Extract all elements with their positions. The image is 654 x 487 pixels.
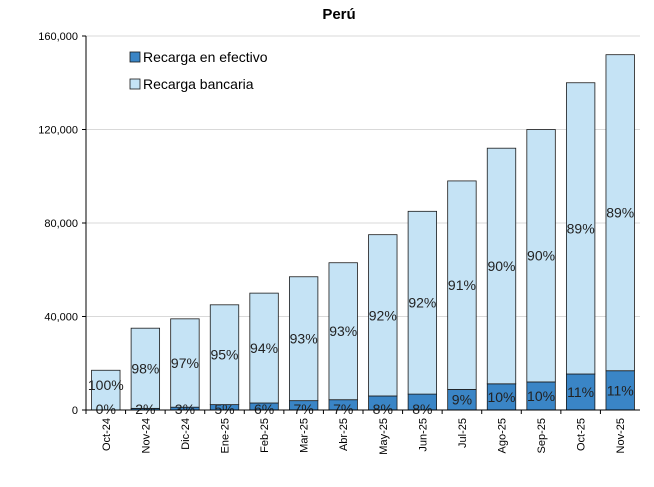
bar-segment-bancaria bbox=[130, 327, 161, 409]
data-label: 11% bbox=[607, 382, 634, 398]
bar-segment-bancaria bbox=[249, 292, 279, 404]
data-label: 7% bbox=[333, 401, 353, 417]
data-label: 100% bbox=[88, 377, 124, 393]
bar-segment-bancaria bbox=[526, 129, 556, 383]
x-tick-label: Ago-25 bbox=[497, 418, 509, 453]
x-tick-label: Dic-24 bbox=[180, 418, 192, 450]
data-label: 11% bbox=[567, 384, 594, 400]
data-label: 8% bbox=[412, 401, 432, 417]
x-tick-label: Feb-25 bbox=[259, 418, 271, 453]
data-label: 95% bbox=[210, 347, 238, 363]
bars-layer bbox=[91, 54, 635, 411]
bar-segment-bancaria bbox=[407, 210, 438, 395]
data-label: 94% bbox=[250, 340, 278, 356]
data-label: 89% bbox=[606, 205, 634, 221]
bar-segment-bancaria bbox=[368, 234, 398, 397]
x-tick-label: Nov-24 bbox=[140, 418, 152, 453]
data-label: 0% bbox=[96, 401, 116, 417]
data-label: 3% bbox=[175, 401, 195, 417]
bar-segment-bancaria bbox=[328, 262, 358, 401]
data-label: 10% bbox=[487, 389, 515, 405]
data-label: 10% bbox=[527, 388, 555, 404]
bar-segment-bancaria bbox=[605, 54, 635, 372]
bar-segment-bancaria bbox=[486, 147, 517, 385]
legend: Recarga en efectivo Recarga bancaria bbox=[129, 49, 268, 92]
x-tick-label: May-25 bbox=[378, 418, 390, 455]
data-label: 90% bbox=[487, 258, 515, 274]
y-tick-label: 80,000 bbox=[44, 218, 78, 230]
data-label: 2% bbox=[135, 401, 155, 417]
bar-segment-bancaria bbox=[288, 276, 319, 402]
legend-label: Recarga bancaria bbox=[143, 76, 254, 92]
y-tick-label: 120,000 bbox=[38, 125, 78, 137]
x-tick-label: Oct-25 bbox=[576, 418, 588, 451]
data-label: 8% bbox=[373, 401, 393, 417]
labels-layer: 0% 100% 2% 98% 3% 97% 5% 95% 6% 94% 7% 93% 7% 93% 8% 92… bbox=[88, 205, 634, 417]
legend-swatch bbox=[129, 51, 141, 63]
bar-segment-bancaria bbox=[209, 304, 240, 406]
chart-title: Perú bbox=[322, 6, 355, 23]
data-label: 98% bbox=[131, 360, 159, 376]
bar-segment-bancaria bbox=[170, 318, 200, 408]
data-label: 89% bbox=[567, 220, 595, 236]
bar-segment-bancaria bbox=[447, 180, 477, 390]
x-tick-label: Jun-25 bbox=[417, 418, 429, 452]
data-label: 93% bbox=[329, 323, 357, 339]
data-label: 97% bbox=[171, 355, 199, 371]
data-label: 90% bbox=[527, 248, 555, 264]
y-tick-label: 160,000 bbox=[38, 31, 78, 43]
x-tick-label: Mar-25 bbox=[299, 418, 311, 453]
data-label: 5% bbox=[214, 401, 234, 417]
data-label: 6% bbox=[254, 401, 274, 417]
axis-layer: 0 40,000 80,000 120,000 160,000 Oct-24 Nov-24 D… bbox=[38, 31, 640, 455]
legend-label: Recarga en efectivo bbox=[143, 49, 268, 65]
x-tick-label: Jul-25 bbox=[457, 418, 469, 448]
x-tick-label: Oct-24 bbox=[101, 418, 113, 451]
data-label: 91% bbox=[448, 277, 476, 293]
legend-swatch bbox=[129, 78, 141, 90]
data-label: 9% bbox=[452, 392, 472, 408]
data-label: 92% bbox=[369, 307, 397, 323]
data-label: 92% bbox=[408, 295, 436, 311]
y-tick-label: 40,000 bbox=[44, 312, 78, 324]
bar-segment-bancaria bbox=[565, 82, 596, 375]
data-label: 93% bbox=[290, 331, 318, 347]
x-tick-label: Ene-25 bbox=[220, 418, 232, 453]
bar-segment-bancaria bbox=[91, 369, 121, 411]
x-tick-label: Sep-25 bbox=[536, 418, 548, 453]
y-tick-label: 0 bbox=[72, 405, 78, 417]
data-label: 7% bbox=[294, 401, 314, 417]
x-tick-label: Abr-25 bbox=[338, 418, 350, 451]
x-tick-label: Nov-25 bbox=[615, 418, 627, 453]
